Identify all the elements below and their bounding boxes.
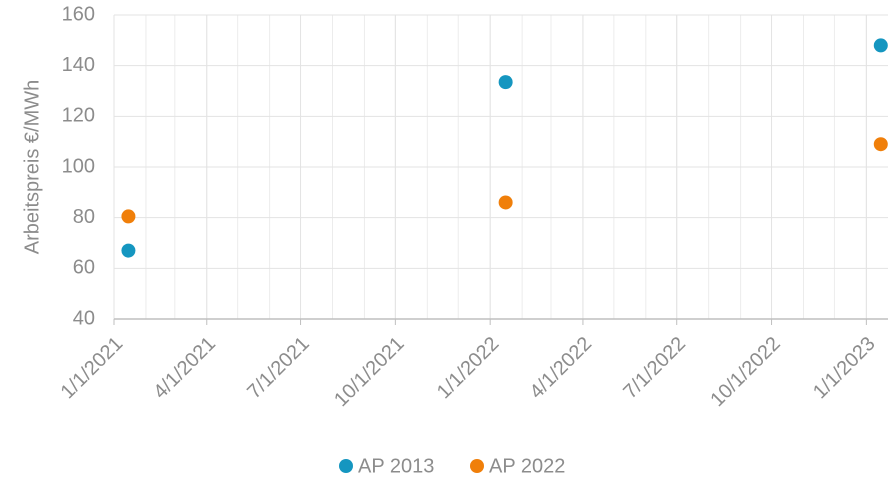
point <box>873 137 888 152</box>
y-tick-label: 120 <box>62 105 95 127</box>
x-tick-label: 4/1/2021 <box>149 333 220 404</box>
x-tick-label: 1/1/2023 <box>809 333 880 404</box>
x-tick-label: 1/1/2022 <box>433 333 504 404</box>
x-tick-label: 4/1/2022 <box>526 333 597 404</box>
x-tick-label: 10/1/2021 <box>330 333 408 411</box>
x-tick-label: 10/1/2022 <box>706 333 784 411</box>
legend-marker <box>470 459 484 473</box>
x-tick-label: 7/1/2022 <box>619 333 690 404</box>
point <box>498 195 513 210</box>
y-tick-label: 160 <box>62 3 95 25</box>
y-tick-label: 80 <box>73 206 95 228</box>
legend-label: AP 2022 <box>489 455 565 477</box>
point <box>121 243 136 258</box>
point <box>498 75 513 90</box>
y-tick-label: 140 <box>62 54 95 76</box>
y-tick-label: 100 <box>62 155 95 177</box>
point <box>121 209 136 224</box>
legend-label: AP 2013 <box>358 455 434 477</box>
y-tick-label: 40 <box>73 307 95 329</box>
legend-marker <box>339 459 353 473</box>
y-tick-label: 60 <box>73 257 95 279</box>
y-axis-label: Arbeitspreis €/MWh <box>21 80 43 255</box>
x-tick-label: 7/1/2021 <box>243 333 314 404</box>
point <box>873 38 888 53</box>
x-tick-label: 1/1/2021 <box>57 333 128 404</box>
